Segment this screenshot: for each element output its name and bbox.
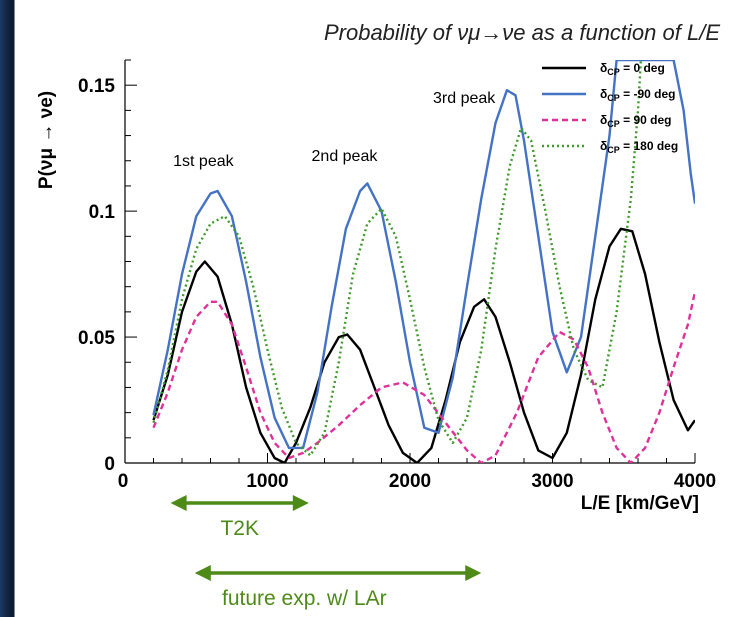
range-arrowhead-right-0: [292, 495, 309, 511]
x-tick-label: 3000: [531, 471, 573, 492]
x-tick-label: 2000: [389, 471, 431, 492]
legend-label-1: δCP = -90 deg: [600, 87, 675, 103]
series-line-1: [152, 60, 695, 450]
x-tick-label: 0: [118, 471, 129, 492]
legend-label-0: δCP = 0 deg: [600, 61, 665, 77]
legend-label-3: δCP = 180 deg: [600, 139, 678, 155]
peak-annotation-1: 1st peak: [173, 153, 234, 170]
x-axis-title: L/E [km/GeV]: [581, 493, 699, 514]
range-arrowhead-left-0: [170, 495, 187, 511]
peak-annotation-3: 3rd peak: [433, 90, 496, 107]
y-tick-label: 0.05: [78, 328, 115, 349]
chart-title: Probability of νμ→νe as a function of L/…: [324, 20, 720, 45]
y-tick-label: 0.1: [89, 202, 116, 223]
y-tick-label: 0: [104, 454, 115, 475]
x-tick-label: 1000: [246, 471, 288, 492]
y-axis-title: P(νμ → νe): [36, 91, 57, 189]
peak-annotation-2: 2nd peak: [312, 148, 379, 165]
series-line-2: [152, 291, 695, 463]
y-tick-label: 0.15: [78, 76, 115, 97]
range-label-0: T2K: [220, 517, 259, 540]
range-arrowhead-right-1: [465, 565, 482, 581]
legend-label-2: δCP = 90 deg: [600, 113, 672, 129]
x-tick-label: 4000: [674, 471, 716, 492]
range-label-1: future exp. w/ LAr: [222, 587, 387, 610]
range-arrowhead-left-1: [194, 565, 211, 581]
series-line-0: [152, 227, 695, 463]
